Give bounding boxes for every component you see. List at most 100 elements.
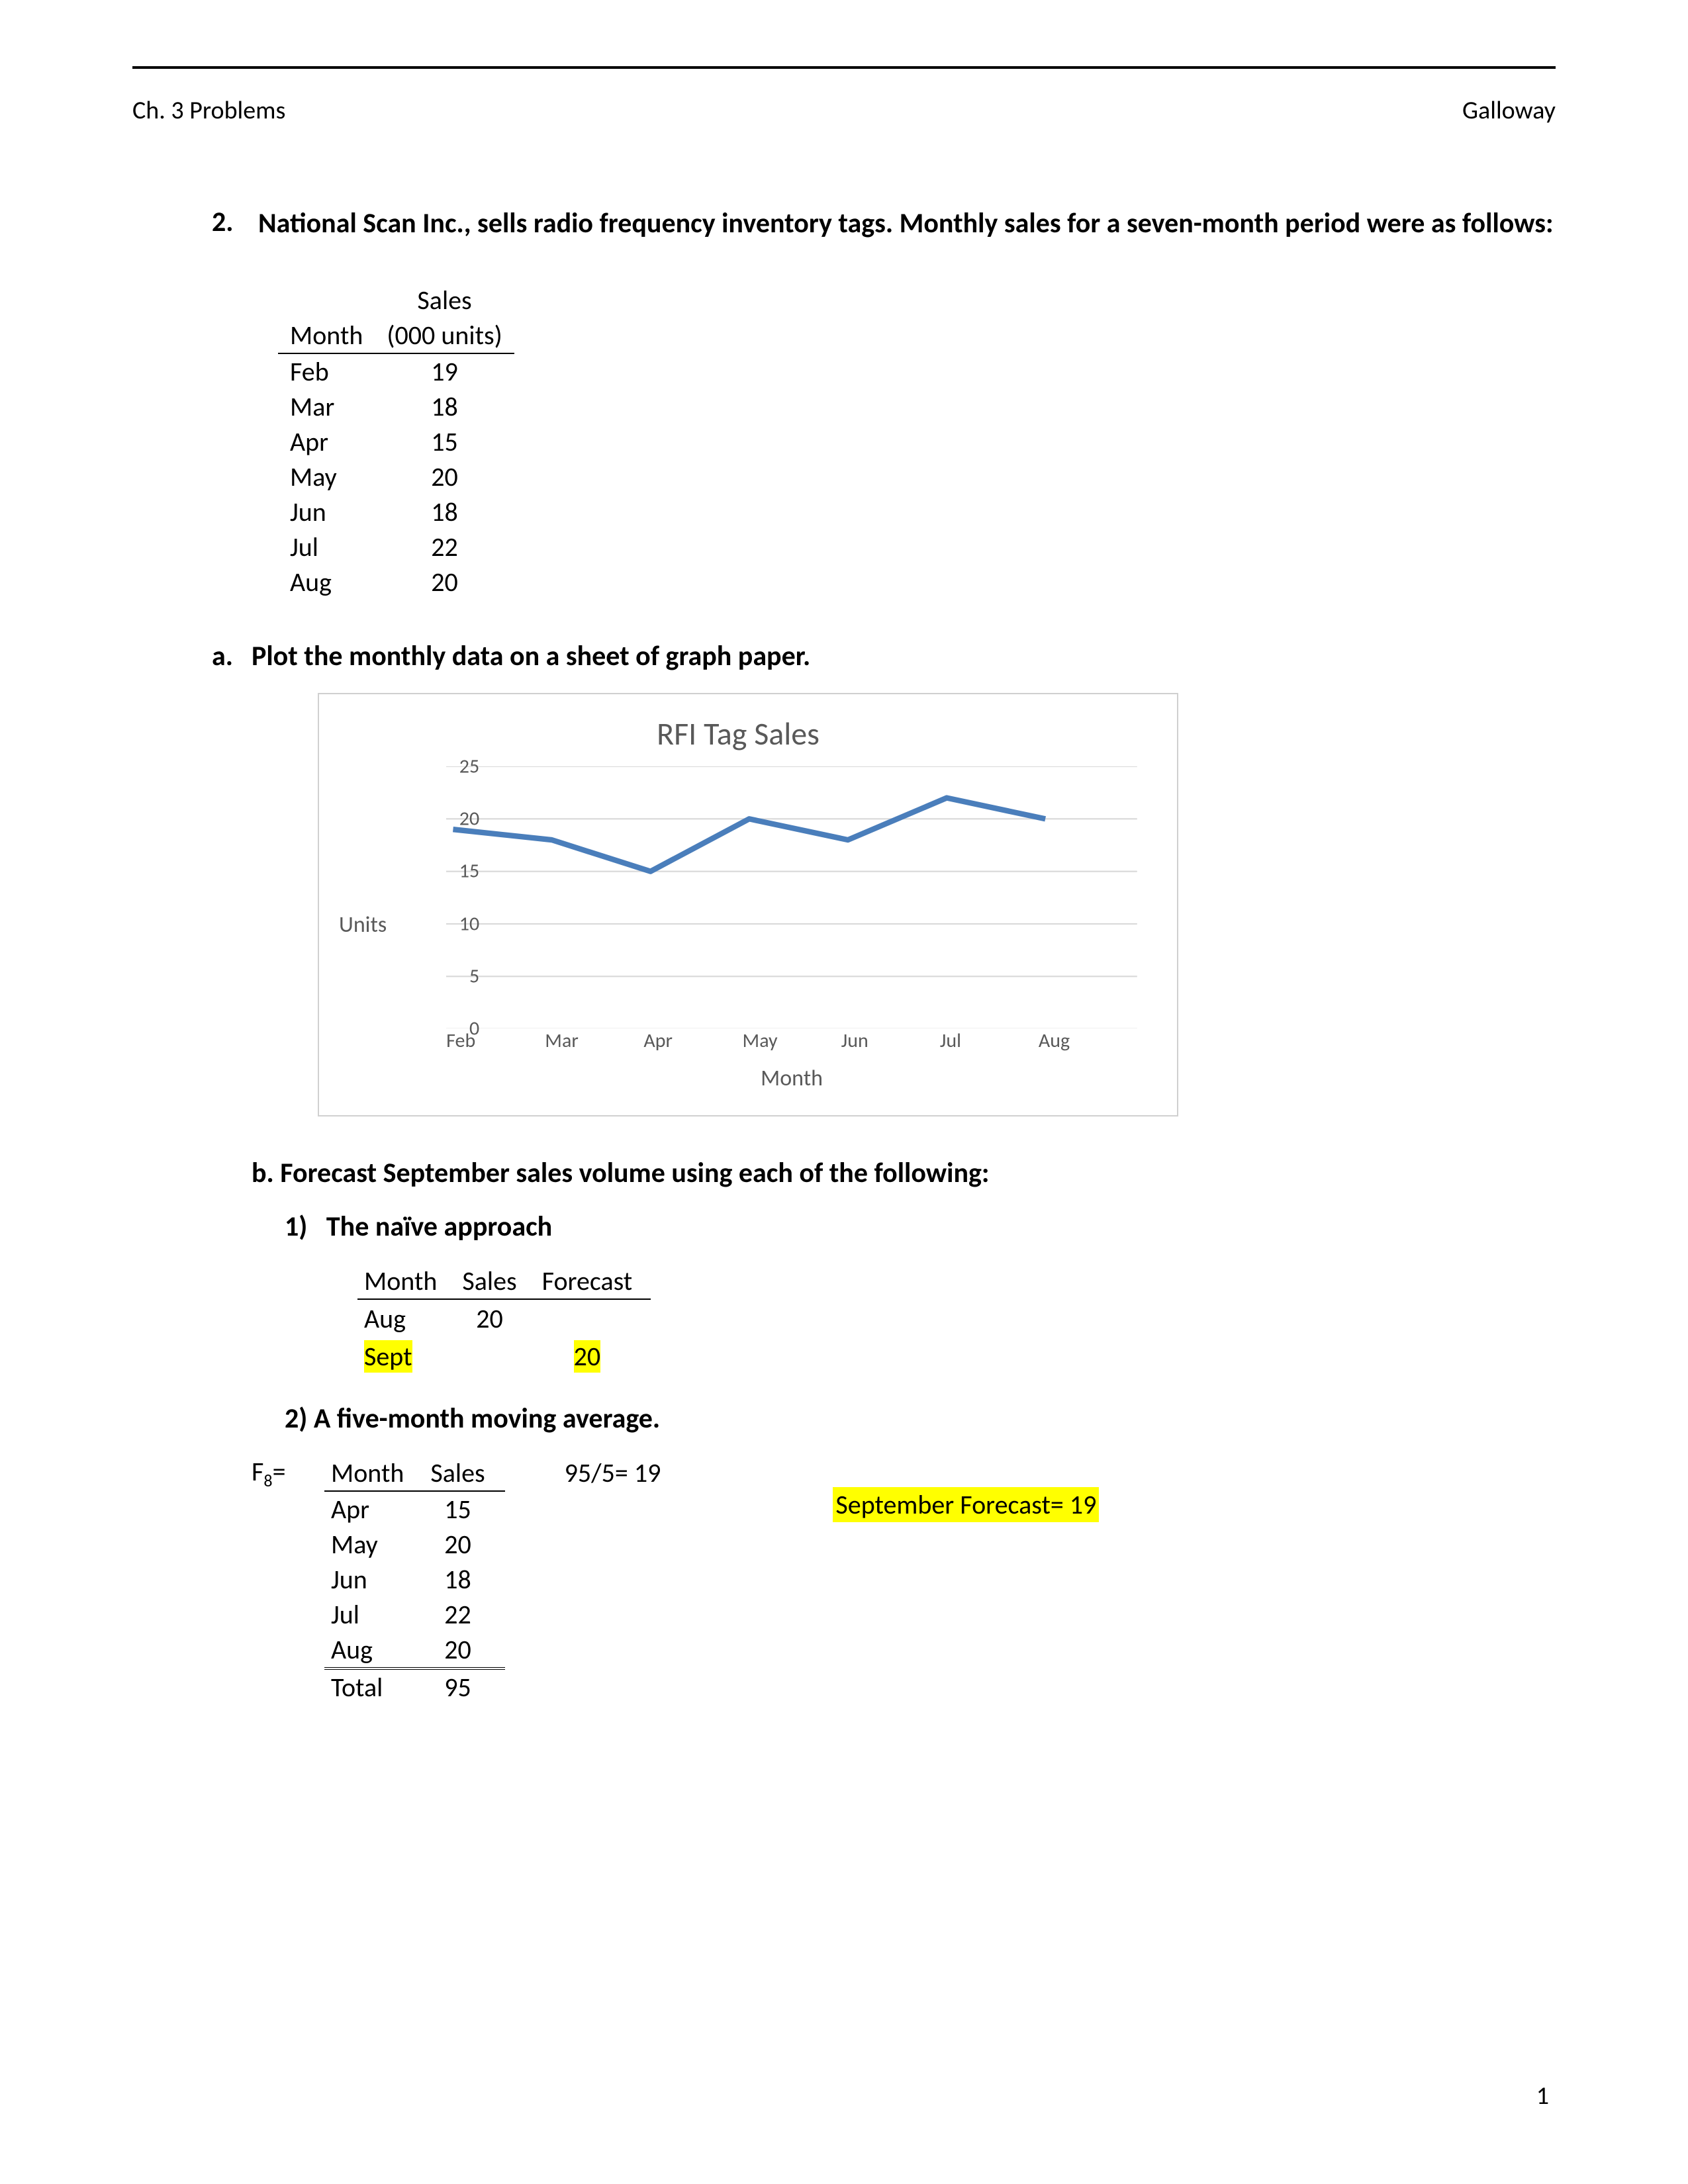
ma-month-cell: Jul: [324, 1597, 424, 1632]
table-row: Aug20: [357, 1299, 651, 1338]
table-row: Apr15: [324, 1491, 505, 1527]
header-right: Galloway: [1462, 95, 1556, 126]
naive-sales-cell: 20: [455, 1299, 535, 1338]
ma-sales-cell: 22: [424, 1597, 504, 1632]
part-a-text: Plot the monthly data on a sheet of grap…: [252, 639, 1556, 673]
part-b: b. Forecast September sales volume using…: [252, 1156, 1556, 1190]
sub2: 2) A five-month moving average.: [285, 1402, 1556, 1435]
sales-value-cell: 20: [375, 565, 514, 600]
y-tick-label: 25: [459, 754, 479, 778]
ma-table-body: Apr15May20Jun18Jul22Aug20Total95: [324, 1491, 505, 1705]
naive-table-body: Aug20Sept20: [357, 1299, 651, 1375]
naive-forecast-cell: 20: [536, 1338, 651, 1375]
sept-forecast-text: September Forecast= 19: [833, 1487, 1099, 1522]
sales-value-cell: 18: [375, 389, 514, 424]
x-axis-label: Month: [446, 1065, 1137, 1092]
part-a-label: a.: [212, 639, 252, 673]
problem-text: National Scan Inc., sells radio frequenc…: [258, 205, 1556, 243]
plot-wrap: 0510152025 FebMarAprMayJunJulAug Month: [400, 766, 1137, 1084]
sub1-text: The naïve approach: [326, 1210, 552, 1244]
sales-table-header-sales1: Sales: [375, 283, 514, 318]
sept-forecast-wrap: September Forecast= 19: [833, 1455, 1099, 1521]
sales-table-header-month: Month: [278, 318, 375, 353]
problem-number: 2.: [212, 205, 258, 239]
y-tick-label: 5: [469, 964, 479, 989]
naive-header-forecast: Forecast: [536, 1263, 651, 1299]
sales-month-cell: Mar: [278, 389, 375, 424]
grid-group: [446, 766, 1137, 1029]
ma-total-label: Total: [324, 1668, 424, 1705]
x-tick-label: Apr: [643, 1028, 742, 1053]
sales-month-cell: Jun: [278, 494, 375, 529]
sales-month-cell: May: [278, 459, 375, 494]
naive-month-cell: Aug: [357, 1299, 455, 1338]
ma-calc: 95/5= 19: [505, 1455, 661, 1489]
part-a: a. Plot the monthly data on a sheet of g…: [212, 639, 1556, 673]
naive-header-sales: Sales: [455, 1263, 535, 1299]
sales-month-cell: Feb: [278, 353, 375, 389]
y-ticks: 0510152025: [446, 766, 486, 1029]
sales-value-cell: 15: [375, 424, 514, 459]
f8-prefix: F: [252, 1455, 263, 1488]
header-line: Ch. 3 Problems Galloway: [132, 95, 1556, 126]
f8-sub: 8: [263, 1470, 272, 1491]
sales-value-cell: 19: [375, 353, 514, 389]
y-axis-label: Units: [339, 911, 387, 938]
sales-value-cell: 20: [375, 459, 514, 494]
x-tick-label: Feb: [446, 1028, 545, 1053]
table-row: Jul22: [324, 1597, 505, 1632]
table-row: Jul22: [278, 529, 514, 565]
sales-month-cell: Jul: [278, 529, 375, 565]
ma-total-value: 95: [424, 1668, 504, 1705]
y-tick-label: 0: [469, 1017, 479, 1041]
sales-table-header-sales2: (000 units): [375, 318, 514, 353]
y-tick-label: 20: [459, 807, 479, 831]
naive-forecast-cell: [536, 1299, 651, 1338]
table-row: Mar18: [278, 389, 514, 424]
y-tick-label: 10: [459, 911, 479, 936]
data-line: [453, 797, 1046, 871]
ma-sales-cell: 18: [424, 1562, 504, 1597]
f8-eq: =: [273, 1455, 286, 1488]
ma-sales-cell: 20: [424, 1527, 504, 1562]
top-rule: [132, 66, 1556, 69]
table-row: Jun18: [278, 494, 514, 529]
table-row: May20: [324, 1527, 505, 1562]
ma-month-cell: May: [324, 1527, 424, 1562]
y-tick-label: 15: [459, 859, 479, 884]
moving-average-row: F8= Month Sales Apr15May20Jun18Jul22Aug2…: [252, 1455, 1556, 1705]
plot-area: 0510152025: [446, 766, 1137, 1029]
ma-header-sales: Sales: [424, 1455, 504, 1491]
problem-statement: 2. National Scan Inc., sells radio frequ…: [212, 205, 1556, 243]
problem-block: 2. National Scan Inc., sells radio frequ…: [212, 205, 1556, 1705]
x-tick-label: Jul: [940, 1028, 1039, 1053]
table-row: May20: [278, 459, 514, 494]
x-ticks: FebMarAprMayJunJulAug: [446, 1028, 1137, 1053]
sub1-label: 1): [285, 1210, 307, 1244]
table-row: Jun18: [324, 1562, 505, 1597]
sales-table: Sales Month (000 units) Feb19Mar18Apr15M…: [278, 283, 514, 600]
page-number: 1: [1536, 2081, 1549, 2111]
naive-header-month: Month: [357, 1263, 455, 1299]
table-row: Aug20: [324, 1632, 505, 1668]
ma-month-cell: Aug: [324, 1632, 424, 1668]
naive-table: Month Sales Forecast Aug20Sept20: [357, 1263, 651, 1375]
chart-svg: [446, 766, 1137, 1029]
naive-month-cell: Sept: [357, 1338, 455, 1375]
chart-container: RFI Tag Sales Units 0510152025 FebMarApr…: [318, 693, 1178, 1116]
ma-sales-cell: 20: [424, 1632, 504, 1668]
sales-value-cell: 18: [375, 494, 514, 529]
ma-table: Month Sales Apr15May20Jun18Jul22Aug20Tot…: [324, 1455, 505, 1705]
x-tick-label: Jun: [841, 1028, 940, 1053]
sales-value-cell: 22: [375, 529, 514, 565]
table-row: Feb19: [278, 353, 514, 389]
f8-label: F8=: [252, 1455, 324, 1491]
sales-month-cell: Aug: [278, 565, 375, 600]
ma-month-cell: Apr: [324, 1491, 424, 1527]
header-left: Ch. 3 Problems: [132, 95, 285, 126]
chart-body: Units 0510152025 FebMarAprMayJunJulAug M…: [339, 766, 1137, 1084]
table-row: Sept 20: [357, 1338, 651, 1375]
table-row: Apr15: [278, 424, 514, 459]
sub1: 1) The naïve approach: [285, 1210, 1556, 1244]
x-tick-label: May: [743, 1028, 841, 1053]
